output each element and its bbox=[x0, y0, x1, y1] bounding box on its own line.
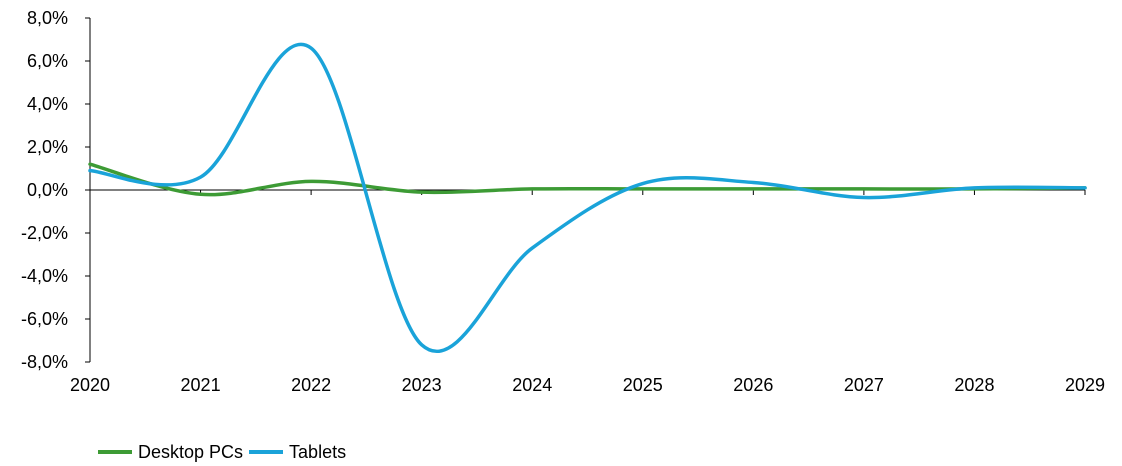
y-tick-label: 0,0% bbox=[27, 180, 68, 200]
legend-item-desktop-pcs: Desktop PCs bbox=[98, 442, 243, 463]
x-tick-label: 2027 bbox=[844, 375, 884, 395]
legend: Desktop PCs Tablets bbox=[98, 440, 352, 464]
x-tick-label: 2028 bbox=[954, 375, 994, 395]
series-line-desktop-pcs bbox=[88, 162, 1087, 197]
y-tick-label: -6,0% bbox=[21, 309, 68, 329]
x-tick-label: 2024 bbox=[512, 375, 552, 395]
y-tick-label: 6,0% bbox=[27, 51, 68, 71]
x-tick-label: 2025 bbox=[623, 375, 663, 395]
y-axis: 8,0% 6,0% 4,0% 2,0% 0,0% -2,0% -4,0% -6,0% -8,0% bbox=[21, 8, 91, 372]
legend-swatch-desktop-pcs bbox=[98, 450, 132, 454]
series-line-tablets bbox=[88, 42, 1087, 354]
legend-swatch-tablets bbox=[249, 450, 284, 454]
x-tick-label: 2029 bbox=[1065, 375, 1105, 395]
y-tick-label: 8,0% bbox=[27, 8, 68, 28]
series-layer bbox=[88, 42, 1087, 354]
y-tick-label: 4,0% bbox=[27, 94, 68, 114]
x-tick-label: 2021 bbox=[181, 375, 221, 395]
y-tick-label: -4,0% bbox=[21, 266, 68, 286]
x-tick-label: 2020 bbox=[70, 375, 110, 395]
legend-label-tablets: Tablets bbox=[289, 441, 347, 462]
y-tick-label: -8,0% bbox=[21, 352, 68, 372]
legend-item-tablets: Tablets bbox=[249, 442, 346, 463]
y-tick-label: -2,0% bbox=[21, 223, 68, 243]
legend-label-desktop-pcs: Desktop PCs bbox=[138, 441, 244, 462]
x-tick-label: 2023 bbox=[402, 375, 442, 395]
line-chart: 8,0% 6,0% 4,0% 2,0% 0,0% -2,0% -4,0% -6,0% -8,0%… bbox=[21, 8, 1105, 395]
x-tick-label: 2022 bbox=[291, 375, 331, 395]
x-axis: 2020 2021 2022 2023 2024 2025 2026 2027 2028 2029 bbox=[70, 189, 1105, 395]
y-tick-label: 2,0% bbox=[27, 137, 68, 157]
x-tick-label: 2026 bbox=[733, 375, 773, 395]
